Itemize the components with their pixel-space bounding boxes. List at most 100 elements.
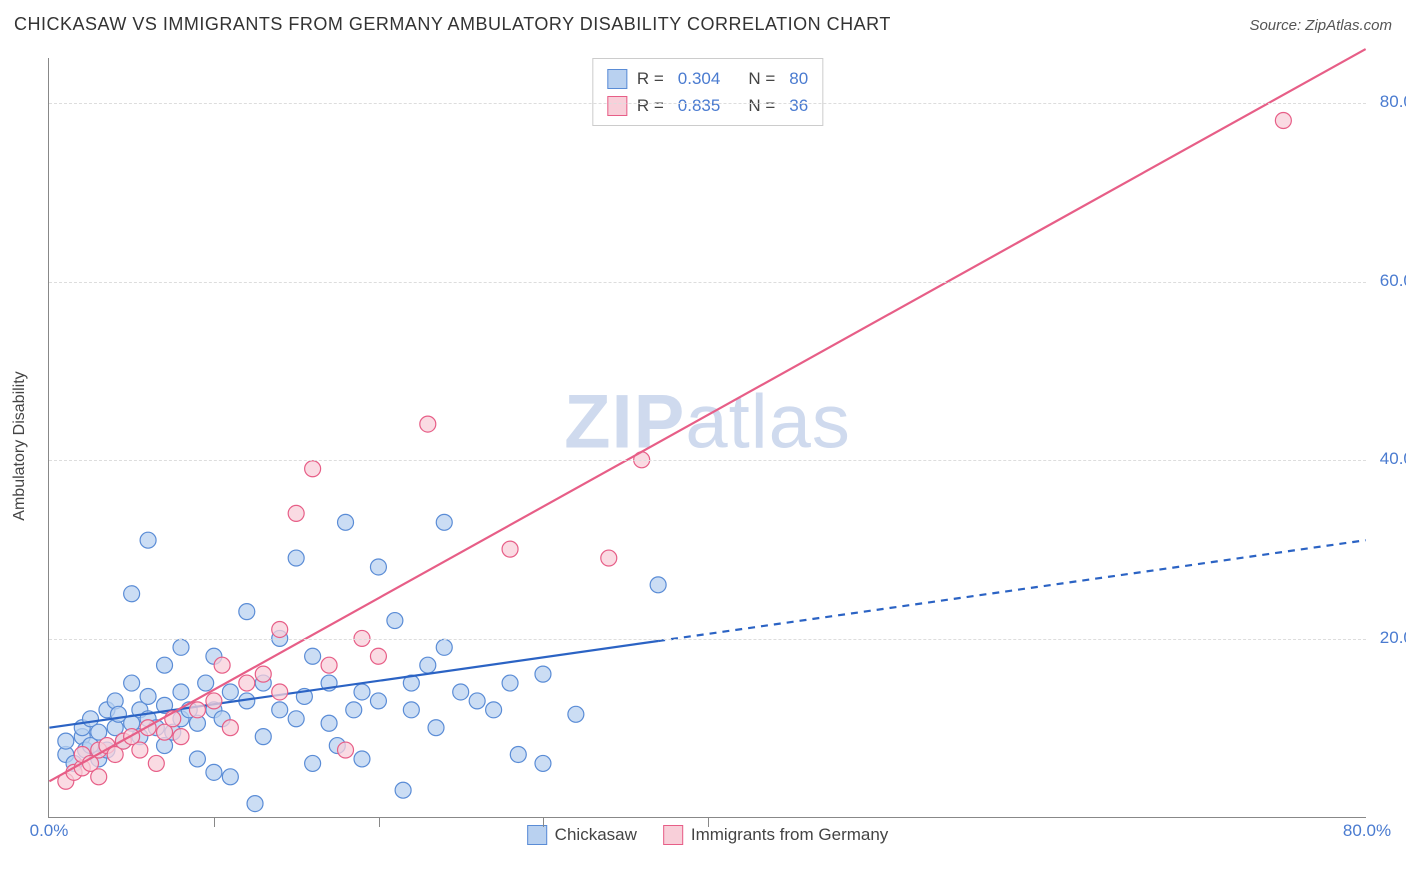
data-point [338, 514, 354, 530]
data-point [288, 505, 304, 521]
x-tick-label: 0.0% [30, 821, 69, 841]
legend-series-label: Chickasaw [555, 825, 637, 845]
legend-correlation-row: R = 0.835 N = 36 [607, 92, 808, 119]
n-value: 36 [789, 92, 808, 119]
grid-line [49, 282, 1366, 283]
data-point [247, 796, 263, 812]
y-tick-label: 40.0% [1380, 449, 1406, 469]
data-point [502, 675, 518, 691]
data-point [436, 639, 452, 655]
data-point [387, 613, 403, 629]
data-point [198, 675, 214, 691]
plot-area: ZIPatlas R =0.304N =80R =0.835N =36 Chic… [48, 58, 1366, 818]
scatter-svg [49, 58, 1366, 817]
trend-line-extrapolated [658, 540, 1365, 641]
data-point [173, 684, 189, 700]
data-point [91, 769, 107, 785]
data-point [321, 657, 337, 673]
data-point [272, 702, 288, 718]
data-point [255, 666, 271, 682]
data-point [420, 416, 436, 432]
data-point [305, 755, 321, 771]
legend-series-item: Immigrants from Germany [663, 825, 888, 845]
legend-swatch [607, 69, 627, 89]
data-point [370, 648, 386, 664]
legend-series: Chickasaw Immigrants from Germany [527, 825, 889, 845]
y-axis-label: Ambulatory Disability [11, 371, 29, 520]
data-point [1275, 113, 1291, 129]
data-point [189, 751, 205, 767]
y-tick-label: 20.0% [1380, 628, 1406, 648]
trend-line [49, 49, 1365, 781]
data-point [222, 720, 238, 736]
data-point [288, 711, 304, 727]
legend-series-item: Chickasaw [527, 825, 637, 845]
data-point [222, 769, 238, 785]
data-point [124, 675, 140, 691]
r-label: R = [637, 65, 664, 92]
data-point [469, 693, 485, 709]
n-label: N = [748, 92, 775, 119]
data-point [206, 764, 222, 780]
data-point [288, 550, 304, 566]
data-point [535, 666, 551, 682]
data-point [124, 586, 140, 602]
x-tick-mark [214, 817, 215, 827]
data-point [239, 675, 255, 691]
x-tick-mark [708, 817, 709, 827]
data-point [395, 782, 411, 798]
data-point [502, 541, 518, 557]
n-value: 80 [789, 65, 808, 92]
data-point [510, 747, 526, 763]
data-point [436, 514, 452, 530]
data-point [140, 688, 156, 704]
data-point [420, 657, 436, 673]
data-point [428, 720, 444, 736]
x-tick-mark [379, 817, 380, 827]
data-point [132, 742, 148, 758]
data-point [354, 684, 370, 700]
data-point [157, 657, 173, 673]
data-point [346, 702, 362, 718]
data-point [239, 604, 255, 620]
r-value: 0.304 [678, 65, 721, 92]
legend-swatch [527, 825, 547, 845]
data-point [214, 657, 230, 673]
data-point [189, 702, 205, 718]
data-point [222, 684, 238, 700]
data-point [305, 648, 321, 664]
data-point [354, 751, 370, 767]
data-point [321, 715, 337, 731]
data-point [148, 755, 164, 771]
data-point [486, 702, 502, 718]
data-point [255, 729, 271, 745]
grid-line [49, 639, 1366, 640]
x-tick-mark [543, 817, 544, 827]
data-point [272, 621, 288, 637]
data-point [535, 755, 551, 771]
data-point [650, 577, 666, 593]
data-point [140, 532, 156, 548]
data-point [272, 684, 288, 700]
legend-swatch [607, 96, 627, 116]
n-label: N = [748, 65, 775, 92]
legend-correlation: R = 0.304 N = 80 R = 0.835 N = 36 [592, 58, 823, 126]
data-point [568, 706, 584, 722]
legend-correlation-row: R = 0.304 N = 80 [607, 65, 808, 92]
x-tick-label: 80.0% [1343, 821, 1391, 841]
data-point [173, 639, 189, 655]
data-point [453, 684, 469, 700]
legend-swatch [663, 825, 683, 845]
data-point [206, 693, 222, 709]
data-point [403, 702, 419, 718]
data-point [370, 559, 386, 575]
r-value: 0.835 [678, 92, 721, 119]
data-point [338, 742, 354, 758]
chart-title: CHICKASAW VS IMMIGRANTS FROM GERMANY AMB… [14, 14, 891, 35]
r-label: R = [637, 92, 664, 119]
data-point [173, 729, 189, 745]
data-point [601, 550, 617, 566]
legend-series-label: Immigrants from Germany [691, 825, 888, 845]
y-tick-label: 80.0% [1380, 92, 1406, 112]
data-point [58, 733, 74, 749]
